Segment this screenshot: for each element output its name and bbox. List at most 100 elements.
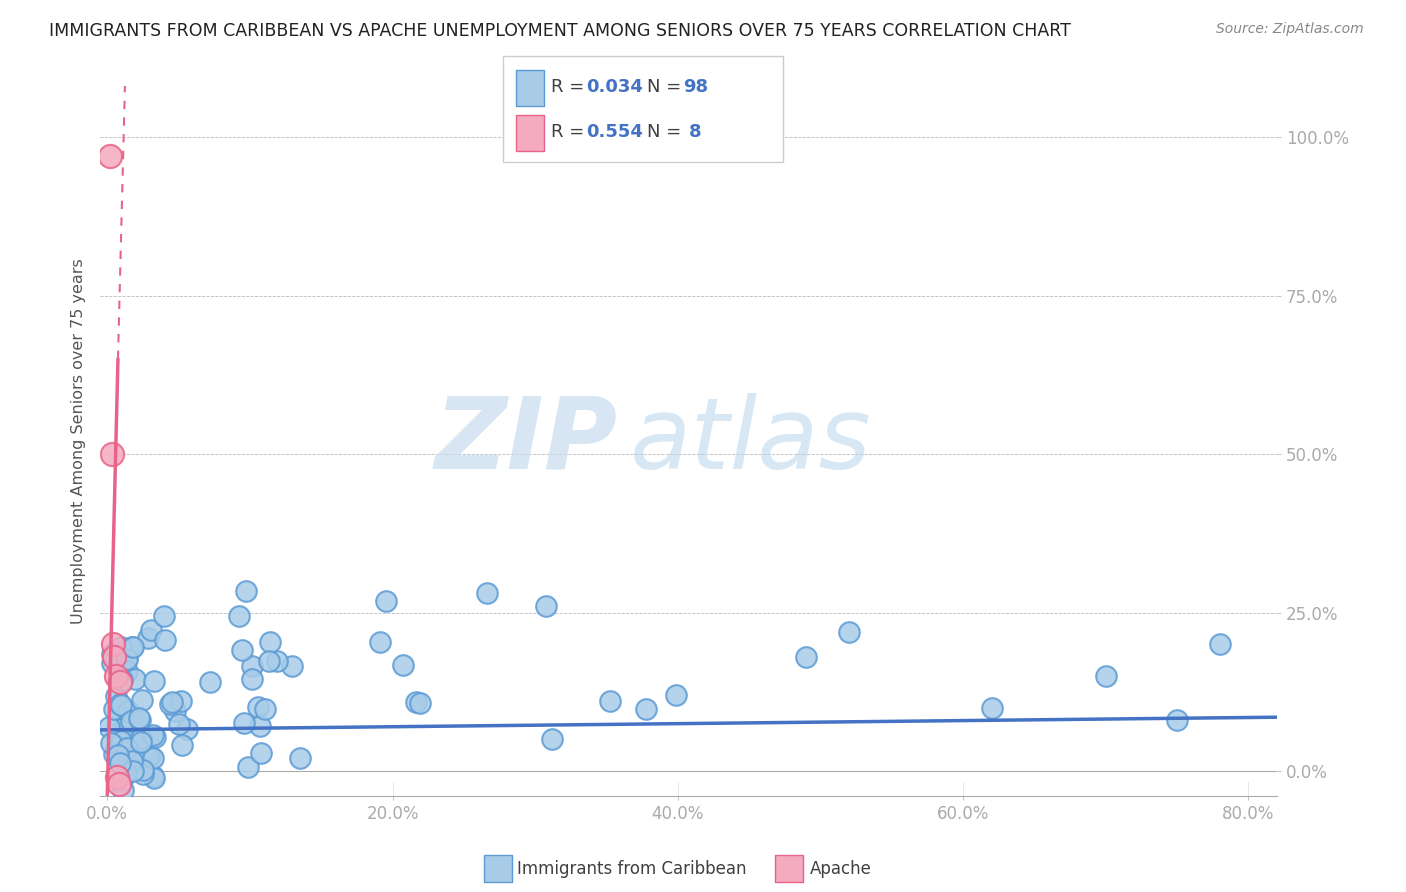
- Point: [231, 642, 253, 657]
- Point: [121, 754, 143, 768]
- Point: [794, 650, 817, 665]
- Point: [249, 719, 271, 733]
- Point: [259, 635, 281, 649]
- Text: 0.554: 0.554: [586, 123, 643, 141]
- Point: [120, 734, 142, 748]
- Point: [131, 693, 153, 707]
- Point: [121, 640, 143, 655]
- Point: [114, 720, 136, 734]
- Point: [409, 696, 432, 710]
- Point: [405, 695, 427, 709]
- Point: [391, 657, 413, 672]
- Point: [375, 593, 398, 607]
- Point: [475, 586, 498, 600]
- Point: [111, 673, 134, 688]
- Point: [132, 764, 155, 778]
- Point: [240, 658, 263, 673]
- Point: [110, 733, 132, 747]
- Point: [111, 772, 134, 787]
- Point: [100, 656, 122, 670]
- Text: IMMIGRANTS FROM CARIBBEAN VS APACHE UNEMPLOYMENT AMONG SENIORS OVER 75 YEARS COR: IMMIGRANTS FROM CARIBBEAN VS APACHE UNEM…: [49, 22, 1071, 40]
- Point: [112, 782, 135, 797]
- Y-axis label: Unemployment Among Seniors over 75 years: Unemployment Among Seniors over 75 years: [72, 259, 86, 624]
- Point: [103, 650, 125, 665]
- Point: [110, 698, 132, 712]
- Point: [288, 750, 311, 764]
- Text: Apache: Apache: [810, 860, 872, 878]
- Point: [115, 765, 138, 780]
- Point: [110, 640, 132, 654]
- Point: [153, 608, 176, 623]
- Point: [104, 669, 127, 683]
- Point: [98, 149, 121, 163]
- Point: [129, 735, 152, 749]
- Point: [124, 672, 146, 686]
- Point: [253, 702, 276, 716]
- Text: atlas: atlas: [630, 392, 872, 490]
- Point: [142, 769, 165, 783]
- Point: [108, 756, 131, 771]
- Point: [1166, 714, 1188, 728]
- Point: [117, 752, 139, 766]
- Point: [122, 764, 145, 778]
- Point: [233, 715, 256, 730]
- Text: N =: N =: [647, 78, 686, 96]
- Point: [129, 731, 152, 745]
- Point: [163, 704, 186, 718]
- Point: [124, 749, 146, 764]
- Point: [838, 624, 860, 639]
- Point: [247, 700, 270, 714]
- Point: [534, 599, 557, 613]
- Point: [101, 637, 124, 651]
- Point: [120, 714, 142, 728]
- Point: [121, 640, 143, 654]
- Text: 0.034: 0.034: [586, 78, 643, 96]
- Point: [170, 694, 193, 708]
- Point: [198, 674, 221, 689]
- Point: [1094, 669, 1116, 683]
- Text: R =: R =: [551, 78, 591, 96]
- Point: [665, 688, 688, 702]
- Point: [235, 584, 257, 599]
- Point: [142, 771, 165, 785]
- Text: Source: ZipAtlas.com: Source: ZipAtlas.com: [1216, 22, 1364, 37]
- Text: Immigrants from Caribbean: Immigrants from Caribbean: [517, 860, 747, 878]
- Point: [368, 635, 391, 649]
- Point: [132, 767, 155, 781]
- Point: [240, 672, 263, 686]
- Point: [117, 651, 139, 665]
- Point: [139, 749, 162, 764]
- Point: [142, 674, 165, 689]
- Point: [257, 654, 280, 668]
- Point: [136, 631, 159, 645]
- Point: [540, 732, 562, 747]
- Point: [124, 753, 146, 767]
- Point: [107, 748, 129, 763]
- Point: [101, 648, 124, 662]
- Point: [281, 658, 304, 673]
- Point: [115, 740, 138, 755]
- Point: [159, 698, 181, 712]
- Point: [105, 727, 128, 741]
- Point: [176, 722, 198, 736]
- Point: [266, 654, 288, 668]
- Point: [599, 694, 621, 708]
- Point: [125, 717, 148, 731]
- Point: [980, 700, 1002, 714]
- Point: [114, 703, 136, 717]
- Point: [108, 697, 131, 711]
- Text: N =: N =: [647, 123, 686, 141]
- Point: [108, 710, 131, 724]
- Point: [143, 731, 166, 745]
- Point: [115, 745, 138, 759]
- Point: [98, 720, 121, 734]
- Point: [160, 695, 183, 709]
- Point: [228, 608, 250, 623]
- Text: 98: 98: [683, 78, 709, 96]
- Point: [115, 652, 138, 666]
- Point: [142, 728, 165, 742]
- Point: [129, 713, 152, 727]
- Point: [100, 736, 122, 750]
- Point: [142, 751, 165, 765]
- Point: [170, 738, 193, 752]
